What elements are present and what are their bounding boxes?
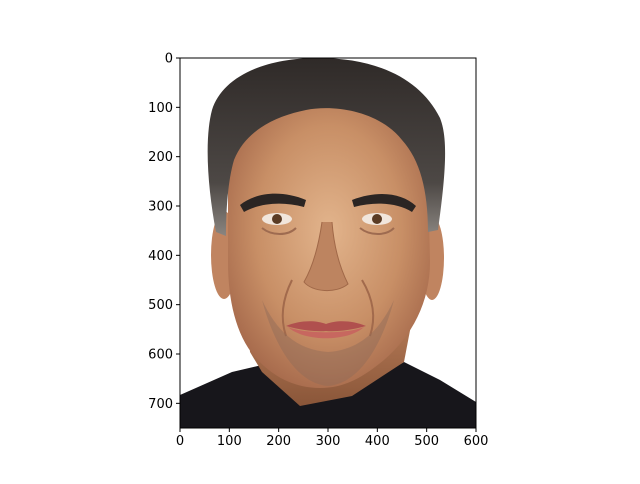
x-tick-label: 400 xyxy=(365,434,390,449)
y-tick-label: 100 xyxy=(148,101,173,116)
y-tick-label: 300 xyxy=(148,200,173,215)
right-eyebrow xyxy=(352,194,416,212)
hair-shape xyxy=(207,58,446,236)
x-tick-label: 600 xyxy=(464,434,489,449)
right-eye-shadow xyxy=(359,227,395,235)
x-tick-label: 0 xyxy=(176,434,184,449)
left-eye-shadow xyxy=(261,227,297,235)
x-tick-label: 300 xyxy=(316,434,341,449)
y-tick-label: 200 xyxy=(148,150,173,165)
x-tick-label: 500 xyxy=(414,434,439,449)
shirt-shape xyxy=(180,362,476,428)
right-iris xyxy=(372,214,382,224)
y-tick-label: 400 xyxy=(148,249,173,264)
nose-shape xyxy=(303,221,349,291)
stubble-shape xyxy=(262,300,394,386)
left-eyebrow xyxy=(240,193,306,212)
left-iris xyxy=(272,214,282,224)
y-tick-label: 600 xyxy=(148,348,173,363)
y-tick-label: 700 xyxy=(148,397,173,412)
smile-line-right xyxy=(361,279,375,337)
y-axis: 0 100 200 300 400 500 600 700 xyxy=(148,52,180,412)
upper-lip xyxy=(286,321,366,332)
lower-lip xyxy=(288,327,364,339)
y-tick-label: 500 xyxy=(148,298,173,313)
y-tick-label: 0 xyxy=(165,52,173,67)
x-tick-label: 100 xyxy=(217,434,242,449)
x-axis: 0 100 200 300 400 500 600 xyxy=(176,428,489,449)
portrait-image xyxy=(180,58,476,428)
smile-line-left xyxy=(281,279,293,337)
x-tick-label: 200 xyxy=(266,434,291,449)
